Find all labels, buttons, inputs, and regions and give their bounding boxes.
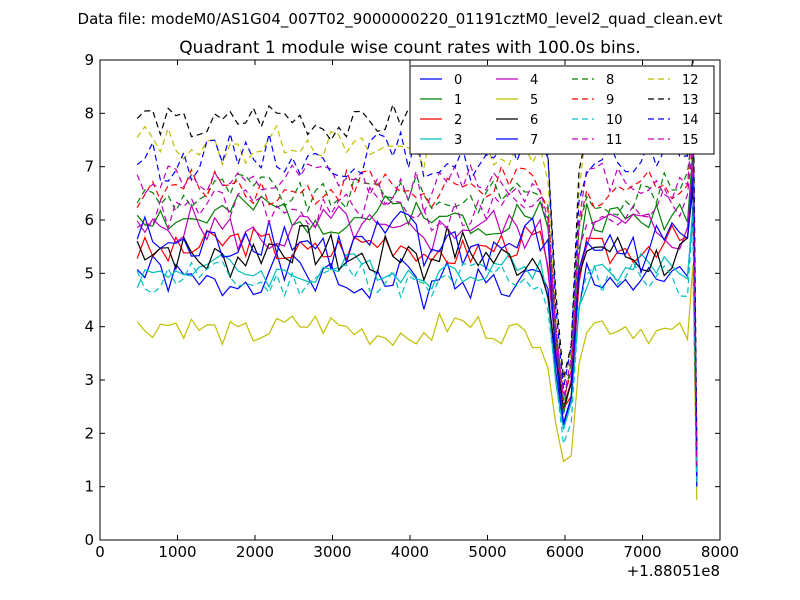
x-tick-label: 3000: [313, 543, 351, 561]
y-tick-label: 0: [84, 531, 94, 549]
series-line-0: [136, 214, 698, 487]
y-tick-label: 9: [84, 51, 94, 69]
legend-label: 8: [606, 73, 614, 88]
legend-label: 2: [454, 113, 462, 128]
series-line-10: [136, 214, 698, 487]
x-tick-label: 1000: [158, 543, 196, 561]
y-tick-label: 7: [84, 158, 94, 176]
y-tick-label: 2: [84, 424, 94, 442]
series-line-6: [136, 187, 698, 482]
y-tick-label: 6: [84, 211, 94, 229]
legend-label: 4: [530, 73, 538, 88]
x-offset-label: +1.88051e8: [627, 562, 720, 580]
x-tick-label: 5000: [468, 543, 506, 561]
x-tick-label: 0: [95, 543, 105, 561]
series-line-4: [136, 166, 698, 477]
legend-label: 5: [530, 93, 538, 108]
x-tick-label: 8000: [701, 543, 739, 561]
legend-label: 1: [454, 93, 462, 108]
y-tick-label: 4: [84, 318, 94, 336]
series-line-7: [136, 177, 698, 487]
y-tick-label: 3: [84, 371, 94, 389]
chart-title: Quadrant 1 module wise count rates with …: [179, 38, 640, 58]
series-line-15: [136, 145, 698, 466]
legend-label: 3: [454, 133, 462, 148]
legend-label: 15: [682, 133, 699, 148]
x-tick-label: 6000: [546, 543, 584, 561]
series-line-2: [136, 182, 698, 477]
series-line-5: [136, 265, 698, 501]
legend-label: 11: [606, 133, 623, 148]
y-tick-label: 1: [84, 478, 94, 496]
x-tick-label: 2000: [236, 543, 274, 561]
legend-label: 13: [682, 93, 699, 108]
legend-label: 10: [606, 113, 623, 128]
y-tick-label: 8: [84, 104, 94, 122]
legend-label: 6: [530, 113, 538, 128]
legend-label: 12: [682, 73, 699, 88]
x-tick-label: 4000: [391, 543, 429, 561]
legend-label: 14: [682, 113, 699, 128]
legend-label: 7: [530, 133, 538, 148]
series-line-11: [136, 118, 698, 455]
ticks-layer: 0 1000 2000 3000 4000 5000 6000 7000 80000123456…: [84, 51, 739, 561]
x-tick-label: 7000: [623, 543, 661, 561]
legend-label: 9: [606, 93, 614, 108]
y-tick-label: 5: [84, 264, 94, 282]
series-line-8: [136, 129, 698, 461]
legend-label: 0: [454, 73, 462, 88]
series-line-14: [136, 91, 698, 455]
suptitle: Data file: modeM0/AS1G04_007T02_90000002…: [78, 10, 723, 29]
series-line-9: [136, 123, 698, 461]
